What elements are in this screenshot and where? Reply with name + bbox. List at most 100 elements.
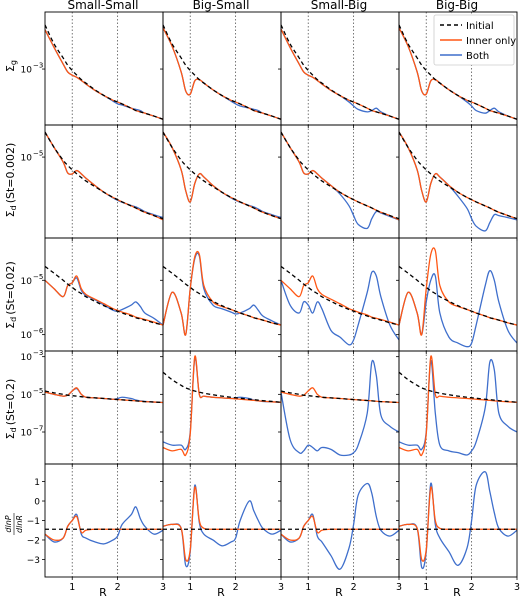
series-inner-only-r3-c2	[281, 387, 399, 404]
legend: Initial Inner only Both	[433, 14, 516, 66]
panel-frame-r4-c0	[44, 463, 164, 578]
panel-frame-r1-c1	[162, 124, 282, 239]
series-initial-r1-c3	[399, 131, 517, 220]
legend-label-inner-only: Inner only	[466, 36, 516, 47]
series-both-r4-c3	[399, 471, 517, 570]
y-tick-label-r4-3: −2	[27, 536, 40, 546]
panel-r4-small-big	[281, 464, 399, 577]
series-both-r2-c2	[281, 270, 399, 346]
column-titles: Small-Small Big-Small Small-Big Big-Big	[68, 0, 479, 12]
series-inner-only-r3-c3	[399, 355, 517, 457]
panel-r2-big-big	[399, 238, 517, 351]
y-tick-label-exp-r2-0: −5	[33, 273, 43, 281]
row-label-sigma-d-st002: Σd (St=0.02)	[4, 261, 18, 329]
panel-r4-small-small	[45, 464, 163, 577]
series-initial-r0-c1	[163, 24, 281, 120]
column-title-small-big: Small-Big	[311, 0, 367, 12]
series-inner-only-r3-c1	[163, 355, 281, 457]
series-initial-r0-c2	[281, 24, 399, 120]
y-tick-label-base-r3-0: 10	[21, 353, 33, 363]
panel-frame-r3-c3	[398, 350, 518, 465]
series-initial-r2-c2	[281, 265, 399, 326]
panel-frame-r1-c2	[280, 124, 400, 239]
series-both-r4-c2	[281, 482, 399, 570]
series-inner-only-r2-c1	[163, 250, 281, 336]
row-label-sigma-d-st002-sub: d	[9, 317, 18, 322]
panel-r3-small-big	[281, 351, 399, 464]
panel-frame-r3-c1	[162, 350, 282, 465]
y-tick-label-r3-1: 10	[21, 391, 33, 401]
x-axis-label-col-1: R	[217, 586, 225, 599]
panel-r0-big-small	[163, 12, 281, 125]
row-label-sigma-d-st0002-sub: d	[9, 205, 18, 210]
panel-frame-r0-c2	[280, 11, 400, 126]
x-tick-label-c1-1: 2	[233, 582, 239, 593]
series-initial-r2-c1	[163, 265, 281, 326]
row-label-sigma-d-st002-st: (St=0.02)	[4, 261, 17, 315]
y-tick-label-r4-4: −3	[27, 556, 40, 566]
panel-frame-r4-c2	[280, 463, 400, 578]
panel-frame-r4-c1	[162, 463, 282, 578]
series-both-r1-c0	[45, 131, 163, 219]
series-initial-r0-c3	[399, 24, 517, 120]
series-inner-only-r4-c3	[399, 486, 517, 562]
series-both-r3-c3	[399, 359, 517, 456]
series-both-r2-c0	[45, 277, 163, 326]
series-inner-only-r4-c1	[163, 486, 281, 562]
y-tick-label-base-r1-0: 10	[21, 154, 33, 164]
y-tick-label-base-r2-1: 10	[21, 331, 33, 341]
series-inner-only-r0-c2	[281, 28, 399, 120]
series-inner-only-r3-c0	[45, 387, 163, 404]
x-tick-label-c3-1: 2	[469, 582, 475, 593]
series-inner-only-r2-c2	[281, 275, 399, 326]
panel-r3-big-small	[163, 351, 281, 464]
panel-frame-r4-c3	[398, 463, 518, 578]
series-initial-r0-c0	[45, 24, 163, 120]
y-tick-label-base-r0-0: 10	[21, 66, 33, 76]
panel-r3-big-big	[399, 351, 517, 464]
y-tick-label-exp-r3-0: −3	[33, 349, 43, 357]
x-tick-label-c3-2: 3	[514, 582, 520, 593]
panel-frame-r3-c2	[280, 350, 400, 465]
panel-r2-small-small	[45, 238, 163, 351]
series-inner-only-r0-c0	[45, 29, 163, 120]
legend-label-initial: Initial	[466, 21, 494, 32]
series-both-r3-c1	[163, 357, 281, 451]
panel-frame-r1-c3	[398, 124, 518, 239]
series-both-r4-c1	[163, 484, 281, 568]
series-inner-only-r1-c0	[45, 131, 163, 221]
x-tick-label-c0-0: 1	[69, 582, 75, 593]
row-label-sigma-d-st02-sub: d	[9, 427, 18, 432]
y-tick-label-base-r3-1: 10	[21, 391, 33, 401]
series-both-r2-c1	[163, 252, 281, 336]
series-inner-only-r1-c3	[399, 131, 517, 220]
series-inner-only-r1-c2	[281, 131, 399, 221]
panel-r1-small-big	[281, 125, 399, 238]
x-tick-label-c2-2: 3	[396, 582, 402, 593]
panel-frame-r2-c3	[398, 237, 518, 352]
series-inner-only-r0-c1	[163, 27, 281, 120]
series-both-r0-c0	[45, 29, 163, 120]
x-tick-label-c2-1: 2	[351, 582, 357, 593]
row-labels: Σg Σd(St=0.002) Σd(St=0.02) Σd(St=0.2) d…	[4, 60, 24, 535]
y-tick-label-r4-2: −1	[27, 517, 40, 527]
column-title-big-small: Big-Small	[193, 0, 250, 12]
series-initial-r3-c0	[45, 390, 163, 404]
panel-frame-r2-c2	[280, 237, 400, 352]
column-title-big-big: Big-Big	[436, 0, 478, 12]
legend-box	[433, 14, 515, 66]
series-initial-r3-c2	[281, 390, 399, 404]
y-tick-label-r2-1: 10	[21, 331, 33, 341]
x-tick-label-c1-0: 1	[187, 582, 193, 593]
x-axis-labels: R R R R	[99, 586, 461, 599]
row-label-sigma-d-st0002: Σd(St=0.002)	[4, 143, 18, 218]
y-tick-label-base-r2-0: 10	[21, 277, 33, 287]
x-axis-label-col-2: R	[335, 586, 343, 599]
panel-frame-r2-c0	[44, 237, 164, 352]
panel-r0-small-big	[281, 12, 399, 125]
y-tick-label-base-r3-2: 10	[21, 429, 33, 439]
series-both-r1-c3	[399, 131, 517, 232]
x-tick-label-c0-2: 3	[160, 582, 166, 593]
y-tick-label-exp-r3-1: −5	[33, 387, 43, 395]
row-label-dlnr: dlnR	[15, 515, 24, 533]
